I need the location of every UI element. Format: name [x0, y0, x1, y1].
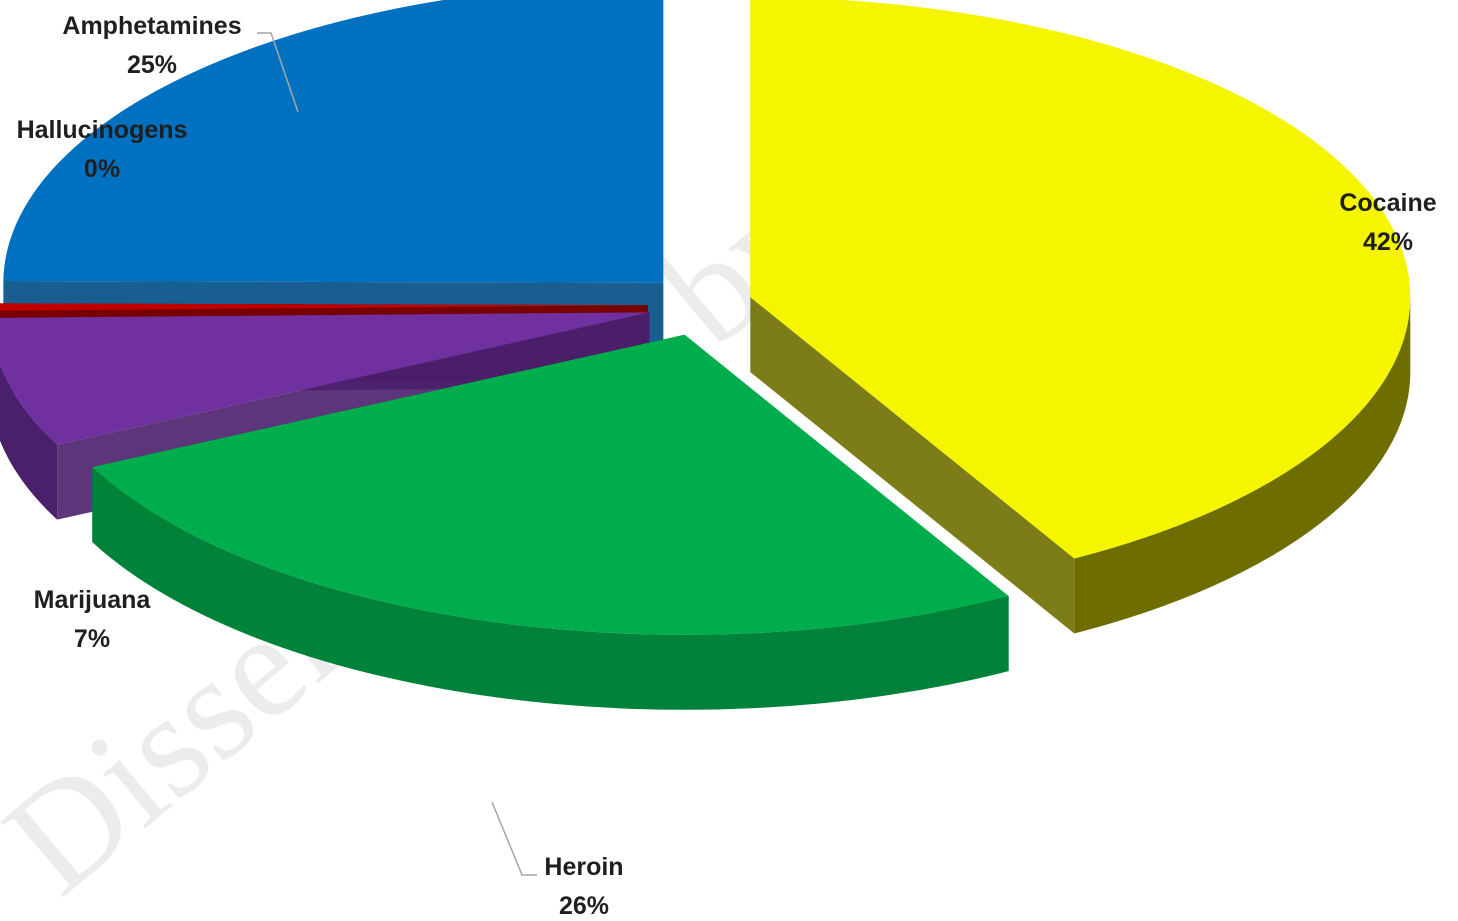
slice-cocaine — [750, 0, 1411, 634]
data-label-cocaine-percent: 42% — [1363, 228, 1413, 256]
data-label-heroin-percent: 26% — [559, 892, 609, 920]
data-label-heroin-name: Heroin — [544, 853, 623, 881]
slice-hallucinogens-top — [0, 303, 649, 311]
slice-cocaine-top — [750, 0, 1411, 559]
slice-cocaine-rim — [1074, 297, 1411, 634]
slice-marijuana-top — [0, 312, 650, 445]
leader-line-amphetamines — [257, 32, 299, 113]
data-label-marijuana-percent: 7% — [74, 625, 110, 653]
slice-heroin-rim — [92, 467, 1009, 710]
data-label-marijuana-name: Marijuana — [34, 586, 152, 614]
slice-cocaine-wall-1 — [750, 297, 1075, 634]
data-label-amphetamines-percent: 25% — [127, 51, 177, 79]
data-label-hallucinogens-percent: 0% — [84, 155, 120, 183]
data-label-amphetamines-name: Amphetamines — [62, 12, 241, 40]
slice-heroin-top — [92, 334, 1009, 635]
slice-heroin — [92, 334, 1009, 710]
data-label-cocaine-name: Cocaine — [1339, 189, 1436, 217]
slice-marijuana-rim — [0, 365, 58, 520]
leader-line-heroin — [491, 801, 537, 876]
data-label-hallucinogens-name: Hallucinogens — [17, 116, 188, 144]
slice-amphetamines-top — [3, 0, 664, 283]
